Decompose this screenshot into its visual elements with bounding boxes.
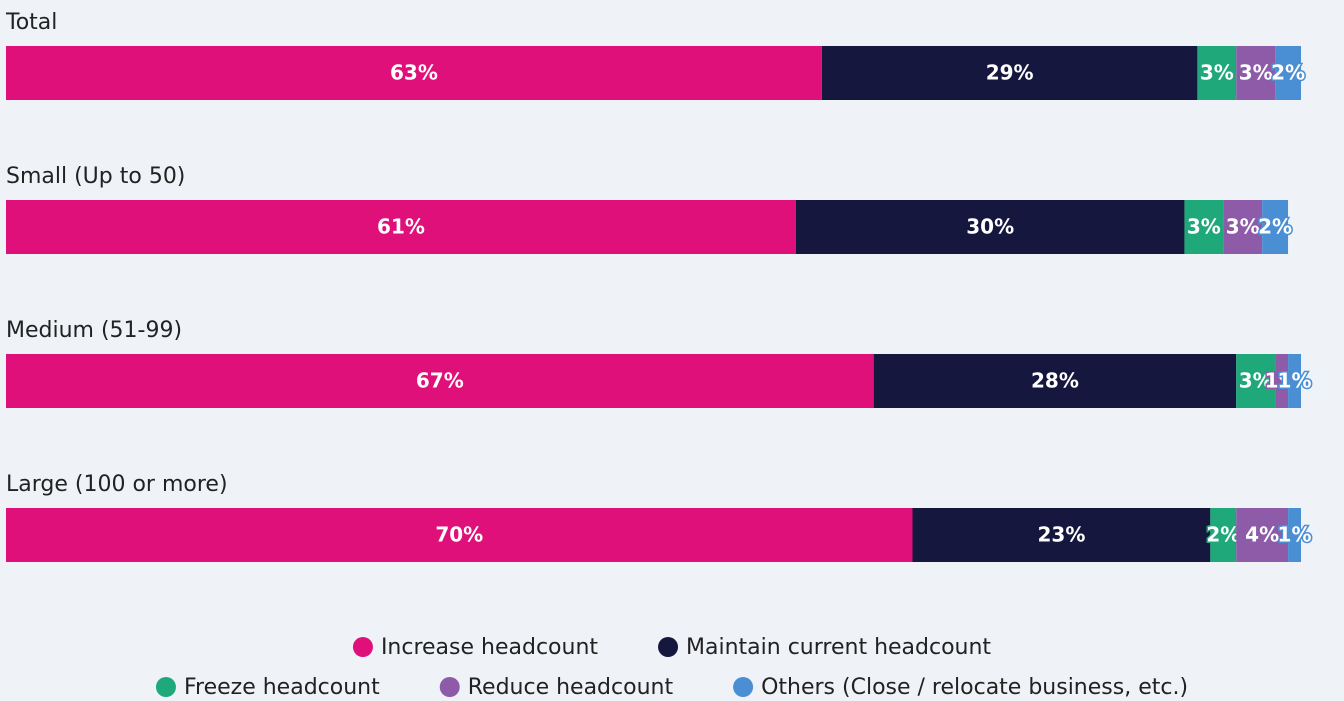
bar-segment: [873, 354, 1237, 408]
bar-segment: [1236, 508, 1289, 562]
value-label: 61%: [377, 215, 425, 239]
value-label: 3%: [1239, 61, 1273, 85]
value-label: 3%: [1226, 215, 1260, 239]
legend-marker: [658, 637, 679, 657]
bar-segment: [1236, 46, 1276, 100]
value-label: 67%: [416, 369, 464, 393]
legend-marker: [733, 677, 754, 697]
value-label: 70%: [435, 523, 483, 547]
bar-segment: [1210, 508, 1237, 562]
bar-segment: [1288, 354, 1301, 408]
value-label: 1%: [1278, 523, 1312, 547]
bar-segment: [6, 508, 913, 562]
bar-segment: [6, 200, 796, 254]
value-label: 3%: [1187, 215, 1221, 239]
value-label: 28%: [1031, 369, 1079, 393]
legend-label: Freeze headcount: [184, 675, 380, 700]
value-label: 3%: [1239, 369, 1273, 393]
bar-segment: [1223, 200, 1263, 254]
bar-segment: [821, 46, 1198, 100]
legend-label: Maintain current headcount: [686, 635, 991, 660]
value-label: 2%: [1271, 61, 1305, 85]
legend-row: Increase headcount Maintain current headc…: [352, 635, 991, 660]
legend-marker: [155, 677, 176, 697]
legend-marker: [439, 677, 460, 697]
category-label: Large (100 or more): [6, 472, 228, 497]
bar-segment: [1288, 508, 1301, 562]
bar-segment: [1184, 200, 1224, 254]
bar-segment: [1262, 200, 1289, 254]
value-label: 2%: [1206, 523, 1240, 547]
legend-label: Others (Close / relocate business, etc.): [761, 675, 1188, 700]
bar-segment: [1275, 46, 1301, 100]
bar-segment: [912, 508, 1211, 562]
bar-segment: [1275, 354, 1289, 408]
value-label: 1%: [1278, 369, 1312, 393]
value-label: 3%: [1200, 61, 1234, 85]
legend-label: Reduce headcount: [468, 675, 674, 700]
value-label: 63%: [390, 61, 438, 85]
value-label: 30%: [966, 215, 1014, 239]
legend-row: Freeze headcount Reduce headcount Others (…: [155, 675, 1188, 700]
value-label: 23%: [1037, 523, 1085, 547]
bar-segment: [6, 46, 822, 100]
legend-label: Increase headcount: [381, 635, 598, 660]
bar-segment: [1236, 354, 1276, 408]
category-label: Medium (51-99): [6, 318, 182, 343]
bar-segment: [1197, 46, 1237, 100]
bar-segment: [6, 354, 874, 408]
legend-marker: [352, 637, 373, 657]
value-label: 2%: [1258, 215, 1292, 239]
category-label: Total: [5, 10, 57, 35]
bar-segment: [795, 200, 1185, 254]
value-label: 29%: [986, 61, 1034, 85]
value-label: 4%: [1245, 523, 1279, 547]
category-label: Small (Up to 50): [6, 164, 185, 189]
